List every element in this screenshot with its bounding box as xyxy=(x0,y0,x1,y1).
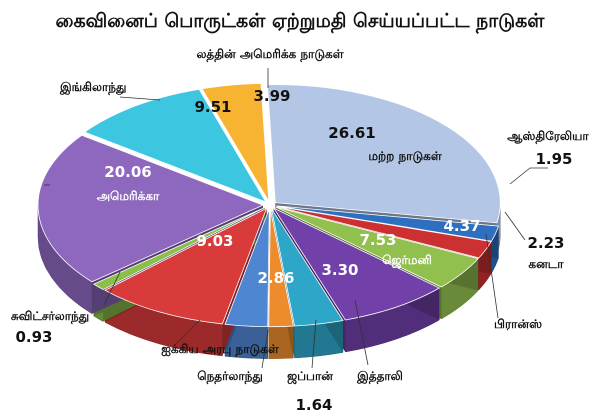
slice-ஜெர்மனி xyxy=(272,207,441,321)
category-label-லத்தின்-அமெரிக்க-நாடுகள்: லத்தின் அமெரிக்க நாடுகள் xyxy=(196,47,343,62)
slice-ஜப்பான் xyxy=(268,208,294,328)
slice-லத்தின்-அமெரிக்க-நாடுகள் xyxy=(201,83,270,202)
slice-சுவிட்சர்லாந்து xyxy=(92,207,266,291)
leader-line-சுவிட்சர்லாந்து xyxy=(103,271,121,306)
category-label-ஐக்கிய-அரபு-நாடுகள்: ஐக்கிய அரபு நாடுகள் xyxy=(161,342,279,357)
value-label-அமெரிக்கா: 20.06 xyxy=(104,163,151,181)
leader-line-இத்தாலி xyxy=(354,299,369,366)
leader-line-ஆஸ்திரேலியா xyxy=(509,167,548,185)
value-label-லத்தின்-அமெரிக்க-நாடுகள்: 3.99 xyxy=(253,87,290,105)
value-label-இத்தாலி: 3.30 xyxy=(321,261,358,279)
slice-பிரான்ஸ் xyxy=(275,206,479,288)
category-label-ஜப்பான்: ஜப்பான் xyxy=(287,369,333,384)
pie-slices xyxy=(37,83,501,328)
value-label-பிரான்ஸ்: 4.37 xyxy=(443,217,480,235)
value-label-மற்ற-நாடுகள்: 26.61 xyxy=(328,124,375,142)
category-label-சுவிட்சர்லாந்து: சுவிட்சர்லாந்து xyxy=(11,309,89,324)
category-label-அமெரிக்கா: அமெரிக்கா xyxy=(97,189,160,203)
slice-ஐக்கிய-அரபு-நாடுகள் xyxy=(104,207,268,325)
value-label-ஆஸ்திரேலியா: 1.95 xyxy=(535,150,572,168)
leader-lines xyxy=(44,68,548,369)
slice-இங்கிலாந்து xyxy=(83,88,267,203)
category-label-கனடா: கனடா xyxy=(528,257,564,271)
value-label-கனடா: 2.23 xyxy=(527,234,564,252)
slice-அமெரிக்கா xyxy=(37,134,265,283)
slice-ஆஸ்திரேலியா xyxy=(276,205,499,242)
slice-மற்ற-நாடுகள் xyxy=(266,84,501,224)
value-label-இங்கிலாந்து: 9.51 xyxy=(194,98,231,116)
category-label-பிரான்ஸ்: பிரான்ஸ் xyxy=(494,317,542,331)
slice-கனடா xyxy=(276,205,492,259)
leader-line-ஐக்கிய-அரபு-நாடுகள் xyxy=(175,319,201,345)
category-label-மற்ற-நாடுகள்: மற்ற நாடுகள் xyxy=(368,149,442,164)
category-label-நெதர்லாந்து: நெதர்லாந்து xyxy=(197,369,262,384)
leader-line-நெதர்லாந்து xyxy=(261,329,269,369)
value-label-ஐக்கிய-அரபு-நாடுகள்: 9.03 xyxy=(196,232,233,250)
category-label-இங்கிலாந்து: இங்கிலாந்து xyxy=(59,80,126,95)
slice-நெதர்லாந்து xyxy=(224,208,270,328)
value-label-நெதர்லாந்து: 2.86 xyxy=(257,269,294,287)
category-label-ஆஸ்திரேலியா: ஆஸ்திரேலியா xyxy=(507,129,589,144)
leader-line-இங்கிலாந்து xyxy=(119,96,161,101)
value-label-ஜப்பான்: 1.64 xyxy=(295,396,332,411)
leader-line-பிரான்ஸ் xyxy=(485,233,499,319)
slice-இத்தாலி xyxy=(271,208,344,327)
chart-title: கைவினைப் பொருட்கள் ஏற்றுமதி செய்யப்பட்ட … xyxy=(56,10,546,34)
value-label-ஜெர்மனி: 7.53 xyxy=(359,231,396,249)
slice-labels: 26.61 மற்ற நாடுகள் 1.95 ஆஸ்திரேலியா 2.23 கனடா… xyxy=(11,47,590,411)
value-label-சுவிட்சர்லாந்து: 0.93 xyxy=(15,328,52,346)
leader-line-கனடா xyxy=(504,211,526,241)
leader-line-ஜப்பான் xyxy=(311,319,317,369)
category-label-ஜெர்மனி: ஜெர்மனி xyxy=(382,253,432,268)
category-label-இத்தாலி: இத்தாலி xyxy=(356,369,403,384)
